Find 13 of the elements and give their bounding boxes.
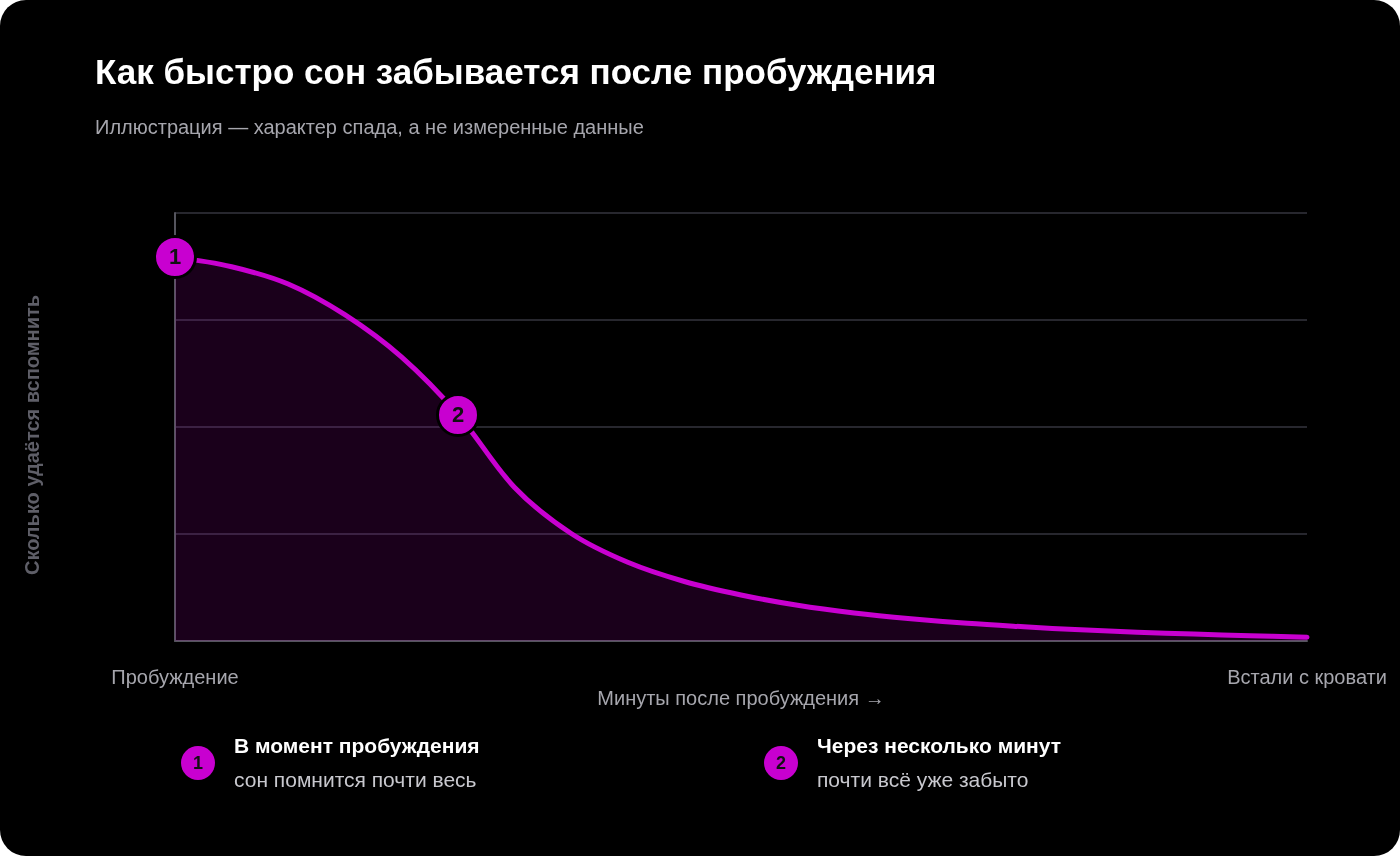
number-badge: 1: [181, 746, 215, 780]
chart-subtitle: Иллюстрация — характер спада, а не измеренные данные: [95, 116, 644, 139]
x-tick-label: Пробуждение: [111, 666, 239, 688]
text: Через несколько минут: [817, 734, 1062, 758]
chart-title: Как быстро сон забывается после пробуждения: [95, 52, 937, 92]
number-badge: 1: [153, 235, 197, 280]
text: сон помнится почти весь: [234, 768, 477, 792]
number-badge: 2: [764, 746, 798, 780]
y-axis-title: Сколько удаётся вспомнить: [20, 294, 44, 576]
x-tick-label: Встали с кровати: [1227, 666, 1387, 688]
x-axis-title: Минуты после пробуждения →: [597, 686, 885, 709]
text: почти всё уже забыто: [817, 768, 1029, 792]
text: В момент пробуждения: [234, 734, 480, 758]
